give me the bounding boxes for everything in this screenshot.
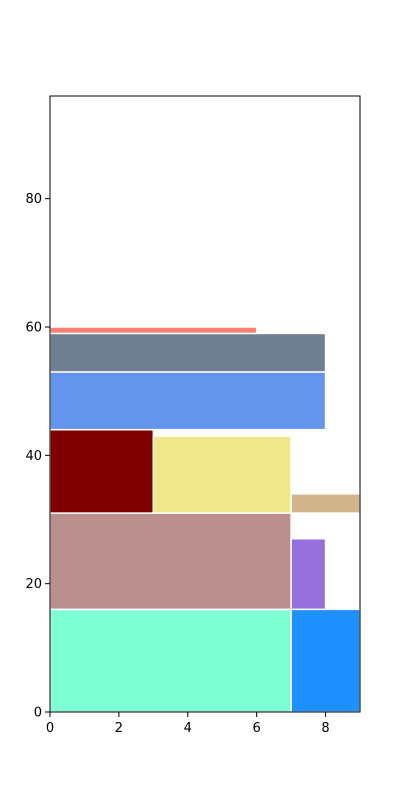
rect-salmon <box>49 326 258 335</box>
y-tick-label: 60 <box>25 321 42 336</box>
rect-maroon <box>49 428 155 514</box>
y-axis: 0 20 40 60 80 <box>25 192 50 721</box>
rect-cornflowerblue <box>49 371 327 431</box>
rect-khaki <box>152 435 292 514</box>
rect-tan <box>290 493 361 514</box>
rect-rosybrown <box>49 512 292 611</box>
x-tick-label: 2 <box>115 721 123 736</box>
rect-dodgerblue <box>290 608 361 713</box>
x-axis: 0 2 4 6 8 <box>46 712 330 736</box>
rect-slategray <box>49 332 327 373</box>
y-tick-label: 20 <box>25 577 42 592</box>
rect-mediumpurple <box>290 538 327 611</box>
x-tick-label: 8 <box>321 721 329 736</box>
y-tick-label: 80 <box>25 192 42 207</box>
x-tick-label: 6 <box>253 721 261 736</box>
y-tick-label: 40 <box>25 449 42 464</box>
rects-layer <box>49 326 361 713</box>
plot-frame <box>49 95 361 713</box>
x-tick-label: 0 <box>46 721 54 736</box>
rect-aquamarine <box>49 608 292 713</box>
x-tick-label: 4 <box>184 721 192 736</box>
y-tick-label: 0 <box>34 706 42 721</box>
